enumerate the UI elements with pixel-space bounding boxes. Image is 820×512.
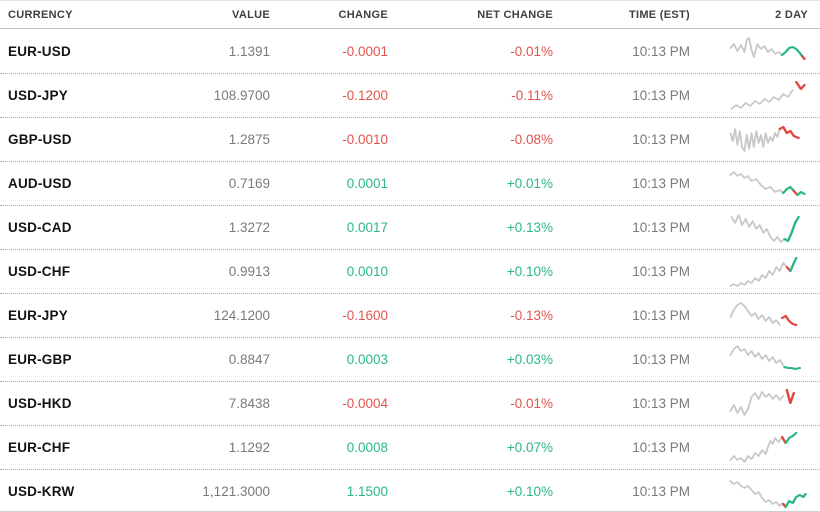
- col-header-time: TIME (EST): [628, 8, 690, 21]
- net-change-cell: -0.01%: [510, 43, 553, 59]
- currency-pair-link[interactable]: EUR-CHF: [8, 440, 71, 455]
- table-row: AUD-USD 0.7169 0.0001 +0.01% 10:13 PM: [0, 161, 820, 205]
- currency-pair-link[interactable]: EUR-USD: [8, 43, 71, 59]
- sparkline-cell: [690, 121, 820, 159]
- sparkline-2day: [729, 344, 801, 370]
- currency-pair-link[interactable]: AUD-USD: [8, 176, 72, 191]
- sparkline-2day: [729, 125, 800, 152]
- sparkline-cell: [690, 341, 820, 379]
- change-cell: 0.0001: [346, 176, 388, 191]
- table-row: USD-CHF 0.9913 0.0010 +0.10% 10:13 PM: [0, 249, 820, 293]
- time-cell: 10:13 PM: [632, 88, 690, 103]
- sparkline-2day: [729, 388, 796, 416]
- sparkline-cell: [690, 429, 820, 467]
- currency-pair-link[interactable]: EUR-GBP: [8, 352, 72, 367]
- sparkline-2day: [729, 170, 806, 196]
- sparkline-cell: [690, 77, 820, 115]
- net-change-cell: +0.13%: [506, 220, 553, 235]
- col-header-change: CHANGE: [338, 8, 388, 21]
- table-row: EUR-GBP 0.8847 0.0003 +0.03% 10:13 PM: [0, 337, 820, 381]
- sparkline-cell: [690, 297, 820, 335]
- table-row: EUR-USD 1.1391 -0.0001 -0.01% 10:13 PM: [0, 29, 820, 73]
- table-row: EUR-CHF 1.1292 0.0008 +0.07% 10:13 PM: [0, 425, 820, 469]
- col-header-value: VALUE: [232, 8, 270, 21]
- value-cell: 7.8438: [228, 396, 270, 411]
- change-cell: 0.0003: [346, 352, 388, 367]
- currency-pair-link[interactable]: EUR-JPY: [8, 308, 68, 323]
- change-cell: -0.0001: [342, 43, 388, 59]
- time-cell: 10:13 PM: [632, 308, 690, 323]
- value-cell: 124.1200: [213, 308, 270, 323]
- sparkline-cell: [690, 32, 820, 70]
- currency-pair-link[interactable]: GBP-USD: [8, 132, 72, 147]
- value-cell: 1.1292: [228, 440, 270, 455]
- time-cell: 10:13 PM: [632, 440, 690, 455]
- change-cell: -0.1200: [342, 88, 388, 103]
- sparkline-cell: [690, 165, 820, 203]
- table-row: USD-HKD 7.8438 -0.0004 -0.01% 10:13 PM: [0, 381, 820, 425]
- sparkline-cell: [690, 473, 820, 511]
- sparkline-2day: [729, 37, 806, 61]
- sparkline-2day: [730, 213, 800, 243]
- currency-pair-link[interactable]: USD-HKD: [8, 396, 72, 411]
- time-cell: 10:13 PM: [632, 176, 690, 191]
- time-cell: 10:13 PM: [632, 220, 690, 235]
- value-cell: 108.9700: [213, 88, 270, 103]
- time-cell: 10:13 PM: [632, 43, 690, 59]
- time-cell: 10:13 PM: [632, 396, 690, 411]
- value-cell: 1.1391: [228, 43, 270, 59]
- sparkline-2day: [730, 80, 806, 110]
- sparkline-2day: [729, 479, 807, 508]
- value-cell: 1.2875: [228, 132, 270, 147]
- table-body: EUR-USD 1.1391 -0.0001 -0.01% 10:13 PM U…: [0, 29, 820, 511]
- sparkline-2day: [729, 431, 798, 463]
- change-cell: -0.0010: [342, 132, 388, 147]
- sparkline-cell: [690, 209, 820, 247]
- net-change-cell: -0.11%: [511, 88, 553, 103]
- table-row: USD-KRW 1,121.3000 1.1500 +0.10% 10:13 P…: [0, 469, 820, 511]
- net-change-cell: +0.10%: [506, 484, 553, 499]
- table-row: GBP-USD 1.2875 -0.0010 -0.08% 10:13 PM: [0, 117, 820, 161]
- sparkline-2day: [729, 256, 798, 287]
- sparkline-2day: [729, 301, 798, 326]
- change-cell: -0.0004: [342, 396, 388, 411]
- time-cell: 10:13 PM: [632, 352, 690, 367]
- change-cell: 0.0017: [346, 220, 388, 235]
- table-header-row: CURRENCY VALUE CHANGE NET CHANGE TIME (E…: [0, 1, 820, 29]
- net-change-cell: -0.01%: [510, 396, 553, 411]
- sparkline-cell: [690, 385, 820, 423]
- change-cell: 0.0008: [346, 440, 388, 455]
- net-change-cell: +0.01%: [506, 176, 553, 191]
- change-cell: 0.0010: [346, 264, 388, 279]
- time-cell: 10:13 PM: [632, 132, 690, 147]
- currency-pair-link[interactable]: USD-CHF: [8, 264, 71, 279]
- currency-pair-link[interactable]: USD-JPY: [8, 88, 68, 103]
- time-cell: 10:13 PM: [632, 484, 690, 499]
- col-header-currency: CURRENCY: [8, 8, 73, 21]
- net-change-cell: -0.08%: [510, 132, 553, 147]
- value-cell: 1,121.3000: [202, 484, 270, 499]
- value-cell: 0.8847: [228, 352, 270, 367]
- table-row: USD-JPY 108.9700 -0.1200 -0.11% 10:13 PM: [0, 73, 820, 117]
- change-cell: -0.1600: [342, 308, 388, 323]
- value-cell: 0.7169: [228, 176, 270, 191]
- currency-pair-link[interactable]: USD-CAD: [8, 220, 72, 235]
- table-row: EUR-JPY 124.1200 -0.1600 -0.13% 10:13 PM: [0, 293, 820, 337]
- net-change-cell: +0.07%: [506, 440, 553, 455]
- value-cell: 0.9913: [228, 264, 270, 279]
- time-cell: 10:13 PM: [632, 264, 690, 279]
- net-change-cell: +0.10%: [506, 264, 553, 279]
- net-change-cell: -0.13%: [510, 308, 553, 323]
- table-row: USD-CAD 1.3272 0.0017 +0.13% 10:13 PM: [0, 205, 820, 249]
- change-cell: 1.1500: [346, 484, 388, 499]
- sparkline-cell: [690, 253, 820, 291]
- col-header-2day: 2 DAY: [775, 8, 808, 21]
- currency-pair-link[interactable]: USD-KRW: [8, 484, 75, 499]
- value-cell: 1.3272: [228, 220, 270, 235]
- net-change-cell: +0.03%: [506, 352, 553, 367]
- col-header-net-change: NET CHANGE: [477, 8, 553, 21]
